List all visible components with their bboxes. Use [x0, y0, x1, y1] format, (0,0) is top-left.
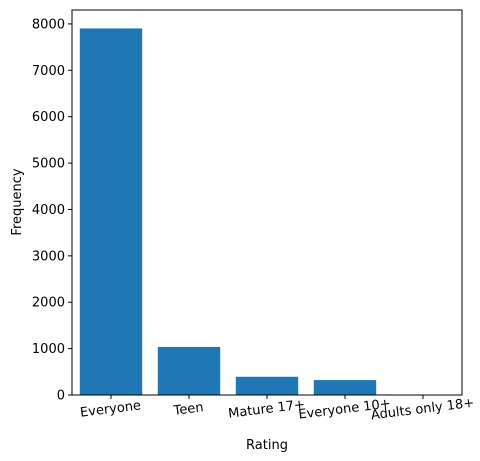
y-tick-label: 4000: [32, 203, 65, 218]
bar-everyone: [79, 28, 143, 395]
y-tick-label: 0: [57, 389, 65, 404]
y-tick-label: 8000: [32, 17, 65, 32]
y-tick-label: 6000: [32, 110, 65, 125]
plot-frame: [71, 9, 463, 396]
x-tick-label: Mature 17+: [227, 397, 305, 421]
y-tick-label: 1000: [32, 342, 65, 357]
x-axis-ticks: Everyone Teen Mature 17+Everyone 10+Adults…: [79, 395, 475, 423]
y-axis-label: Frequency: [10, 168, 25, 235]
bars-group: [79, 28, 455, 395]
y-axis-ticks: 0 1000 2000 3000 4000 5000 6000 7000 8000: [32, 17, 72, 404]
x-tick-label: Teen: [172, 400, 205, 419]
x-tick-label: Everyone: [79, 398, 142, 420]
x-axis-label: Rating: [246, 438, 288, 453]
bar-mature-17: [235, 376, 299, 395]
y-tick-label: 3000: [32, 249, 65, 264]
y-tick-label: 5000: [32, 157, 65, 172]
bar-teen: [157, 346, 221, 395]
y-tick-label: 7000: [32, 64, 65, 79]
bar-everyone-10: [313, 380, 377, 395]
y-tick-label: 2000: [32, 296, 65, 311]
